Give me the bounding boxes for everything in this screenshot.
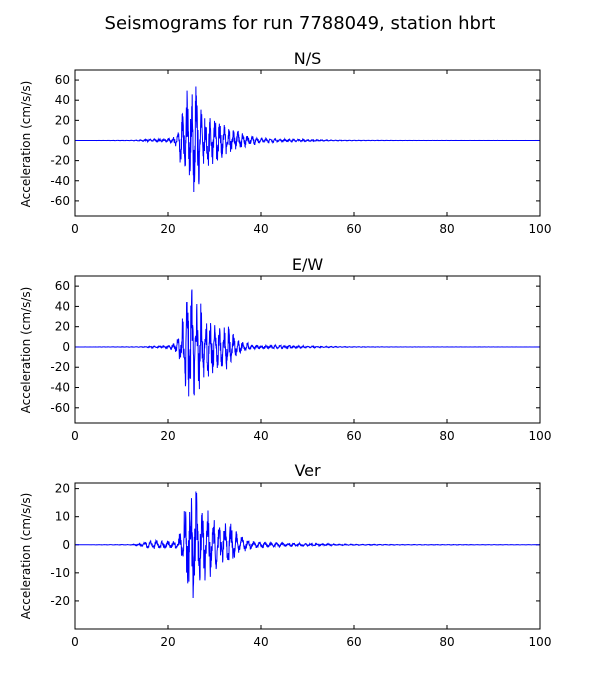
x-tick-label: 100 [529,429,552,443]
ticks-group: 0 20 40 60 80 100 -20 -10 0 10 20 [50,482,551,649]
x-tick-label: 60 [346,222,361,236]
y-tick-label: -40 [50,174,70,188]
x-tick-label: 80 [439,429,454,443]
y-axis-label: Acceleration (cm/s/s) [19,493,33,620]
y-tick-label: -20 [50,154,70,168]
plot-frame [74,69,541,217]
ticks-group: 0 20 40 60 80 100 -60 -40 -20 0 20 40 60 [50,276,551,443]
x-tick-label: 20 [160,222,175,236]
x-tick-label: 0 [71,222,79,236]
x-tick-label: 80 [439,635,454,649]
x-tick-label: 40 [253,429,268,443]
seismogram-trace [75,289,540,397]
seismogram-trace [75,86,540,192]
y-tick-label: -10 [50,566,70,580]
y-axis-label: Acceleration (cm/s/s) [19,81,33,208]
y-tick-label: -20 [50,360,70,374]
x-tick-label: 100 [529,635,552,649]
plot-frame [74,482,541,630]
y-tick-label: -40 [50,381,70,395]
x-tick-label: 20 [160,429,175,443]
y-tick-label: 10 [55,510,70,524]
x-tick-label: 60 [346,429,361,443]
y-tick-label: 60 [55,279,70,293]
y-tick-label: 0 [62,133,70,147]
y-tick-label: 20 [55,320,70,334]
y-tick-label: 0 [62,340,70,354]
seismogram-trace [75,491,540,598]
y-tick-label: -60 [50,194,70,208]
y-tick-label: 20 [55,482,70,496]
panel-ns: N/S Acceleration (cm/s/s) 0 20 40 60 80 100 -6… [19,49,551,236]
ticks-group: 0 20 40 60 80 100 -60 -40 -20 0 20 40 60 [50,70,551,236]
x-tick-label: 40 [253,635,268,649]
panel-title: Ver [294,461,321,480]
y-tick-label: 40 [55,93,70,107]
panel-title: E/W [292,255,324,274]
y-tick-label: 60 [55,73,70,87]
y-tick-label: -60 [50,401,70,415]
x-tick-label: 40 [253,222,268,236]
x-tick-label: 60 [346,635,361,649]
x-tick-label: 0 [71,429,79,443]
y-tick-label: 20 [55,113,70,127]
x-tick-label: 0 [71,635,79,649]
figure-title: Seismograms for run 7788049, station hbr… [105,13,496,34]
y-tick-label: 0 [62,538,70,552]
x-tick-label: 100 [529,222,552,236]
y-axis-label: Acceleration (cm/s/s) [19,287,33,414]
y-tick-label: -20 [50,594,70,608]
y-tick-label: 40 [55,299,70,313]
panel-ew: E/W Acceleration (cm/s/s) 0 20 40 60 80 100 -6… [19,255,551,443]
x-tick-label: 20 [160,635,175,649]
x-tick-label: 80 [439,222,454,236]
panel-ver: Ver Acceleration (cm/s/s) 0 20 40 60 80 100-2… [19,461,551,649]
plot-frame [74,275,541,424]
panel-title: N/S [294,49,322,68]
